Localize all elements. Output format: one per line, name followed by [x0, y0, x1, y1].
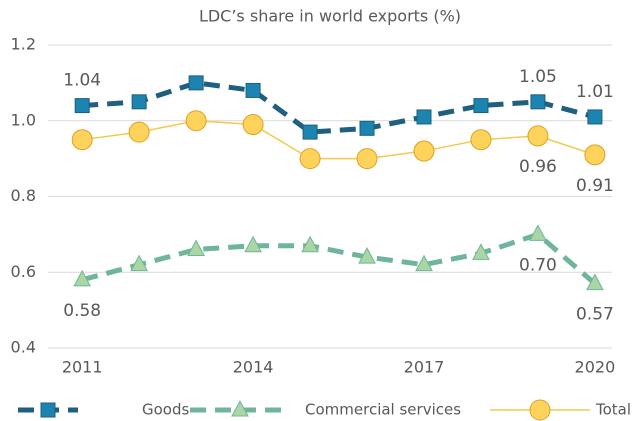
y-tick-label: 0.4	[11, 338, 36, 357]
series-line	[82, 80, 596, 135]
marker	[473, 98, 489, 114]
x-tick-label: 2014	[233, 358, 274, 377]
x-tick-label: 2011	[62, 358, 103, 377]
series-line	[81, 231, 597, 286]
data-label: 1.05	[519, 67, 557, 87]
marker	[527, 125, 549, 147]
marker	[301, 235, 319, 253]
marker	[413, 140, 435, 162]
legend-label: Goods	[142, 401, 189, 419]
marker	[73, 269, 92, 287]
marker	[587, 109, 603, 125]
marker	[356, 148, 378, 170]
marker	[416, 109, 432, 125]
marker	[187, 239, 205, 257]
x-tick-label: 2017	[404, 358, 445, 377]
marker	[245, 82, 261, 98]
marker	[586, 273, 604, 291]
chart-title: LDC’s share in world exports (%)	[199, 7, 461, 26]
data-label: 0.96	[519, 157, 557, 177]
data-label: 1.04	[63, 71, 101, 91]
marker	[242, 114, 264, 136]
data-label: 0.91	[576, 176, 614, 196]
series-line	[82, 119, 596, 160]
marker	[299, 148, 321, 170]
y-tick-label: 0.8	[11, 186, 36, 205]
y-tick-label: 1.2	[11, 35, 36, 54]
marker	[302, 124, 318, 140]
x-tick-label: 2020	[575, 358, 616, 377]
marker	[130, 254, 148, 272]
data-label: 0.58	[63, 301, 101, 321]
marker	[188, 75, 204, 91]
marker	[530, 94, 546, 110]
marker	[529, 399, 551, 421]
marker	[470, 129, 492, 151]
y-tick-label: 0.6	[11, 262, 36, 281]
y-tick-label: 1.0	[11, 110, 36, 129]
marker	[472, 243, 490, 260]
marker	[359, 120, 375, 136]
data-label: 1.01	[576, 82, 614, 102]
legend-label: Commercial services	[305, 401, 461, 419]
marker	[358, 247, 376, 264]
marker	[131, 94, 147, 110]
marker	[231, 399, 249, 417]
marker	[74, 98, 90, 114]
marker	[185, 110, 207, 132]
data-label: 0.70	[519, 255, 557, 275]
marker	[584, 144, 606, 166]
marker	[244, 235, 262, 253]
marker	[40, 402, 56, 418]
marker	[71, 129, 93, 151]
marker	[529, 224, 547, 241]
marker	[415, 254, 433, 272]
legend-label: Total	[595, 401, 631, 419]
marker	[128, 121, 150, 143]
data-label: 0.57	[576, 305, 614, 325]
